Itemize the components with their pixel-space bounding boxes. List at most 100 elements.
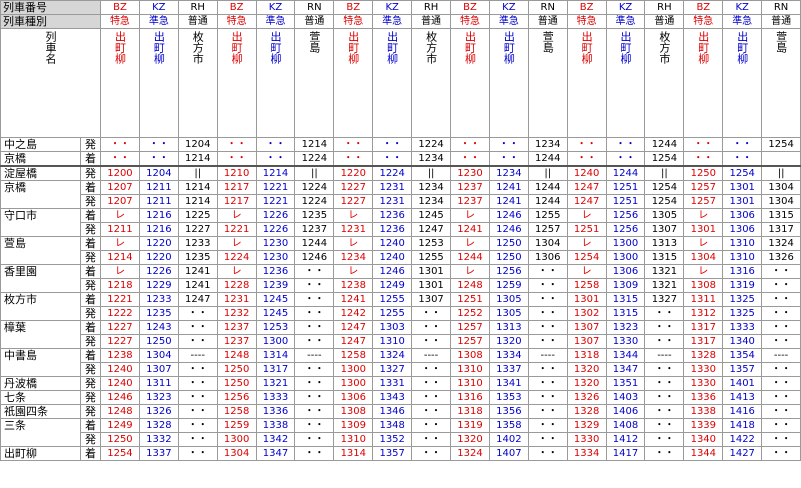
- time-cell: 1241: [488, 194, 529, 209]
- time-cell: 1250: [138, 334, 179, 349]
- time-cell: ・・: [216, 137, 257, 152]
- time-cell: 1323: [605, 320, 646, 335]
- time-cell: レ: [450, 264, 490, 279]
- time-cell: 1233: [138, 292, 179, 307]
- time-cell: 1214: [177, 194, 218, 209]
- time-cell: 1305: [488, 306, 529, 321]
- train-code: KZ: [372, 0, 413, 15]
- time-cell: 1314: [255, 348, 296, 363]
- destination: 萱島: [541, 31, 555, 53]
- time-cell: ・・: [761, 264, 801, 279]
- time-cell: レ: [333, 208, 374, 223]
- time-cell: 1253: [255, 320, 296, 335]
- arr-dep-mark: 着: [80, 320, 101, 335]
- time-cell: ・・: [527, 362, 568, 377]
- station-name: 中書島: [0, 348, 81, 377]
- station-row: 七条発 1246 1323 ・・ 1256 1333 ・・ 1306 1343 ・・ 1316 135…: [0, 390, 801, 405]
- time-cell: 1248: [216, 348, 257, 363]
- time-cell: 1315: [644, 250, 685, 265]
- train-code: RH: [644, 0, 685, 15]
- destination: 出町柳: [269, 31, 282, 64]
- train-type: 準急: [488, 14, 529, 29]
- time-cell: 1306: [605, 264, 646, 279]
- time-cell: 1259: [216, 418, 257, 433]
- time-cell: ・・: [138, 137, 179, 152]
- time-cell: ・・: [527, 278, 568, 293]
- time-cell: ・・: [450, 151, 490, 167]
- time-cell: ・・: [761, 376, 801, 391]
- time-cell: 1231: [333, 222, 374, 237]
- time-cell: 1313: [644, 236, 685, 251]
- time-cell: 1257: [450, 334, 490, 349]
- station-row: 淀屋橋発 1200 1204 || 1210 1214 || 1220 1224 || 1230 12…: [0, 165, 801, 181]
- time-cell: ・・: [411, 446, 452, 461]
- station-name: 枚方市: [0, 292, 81, 321]
- station-row: 三条着 1249 1328 ・・ 1259 1338 ・・ 1309 1348 ・・ 1319 135…: [0, 418, 801, 447]
- time-cell: 1224: [294, 180, 335, 195]
- time-cell: 1254: [722, 165, 763, 181]
- arr-dep-mark: 発: [80, 432, 101, 447]
- station-name: 出町柳: [0, 446, 81, 461]
- time-cell: 1225: [177, 208, 218, 223]
- time-cell: 1302: [566, 306, 607, 321]
- time-cell: 1336: [683, 390, 724, 405]
- time-cell: ・・: [177, 362, 218, 377]
- train-code: RN: [294, 0, 335, 15]
- time-cell: 1226: [255, 222, 296, 237]
- time-cell: 1306: [527, 250, 568, 265]
- time-cell: 1257: [683, 180, 724, 195]
- time-cell: 1326: [761, 250, 801, 265]
- time-cell: ||: [644, 165, 685, 181]
- time-cell: ・・: [761, 446, 801, 461]
- time-cell: 1247: [333, 334, 374, 349]
- train-code: BZ: [216, 0, 257, 15]
- time-cell: 1255: [411, 250, 452, 265]
- train-code: BZ: [100, 0, 140, 15]
- time-cell: ・・: [294, 320, 335, 335]
- time-cell: ・・: [294, 446, 335, 461]
- time-cell: 1332: [138, 432, 179, 447]
- station-row: 発 1218 1229 1241 1228 1239 ・・ 1238 1249 1301 1248 1…: [1, 278, 801, 293]
- time-cell: 1310: [372, 334, 413, 349]
- time-cell: ・・: [411, 390, 452, 405]
- time-cell: レ: [683, 208, 724, 223]
- time-cell: 1255: [372, 306, 413, 321]
- time-cell: ・・: [644, 446, 685, 461]
- time-cell: ・・: [761, 306, 801, 321]
- time-cell: 1354: [722, 348, 763, 363]
- time-cell: ・・: [527, 446, 568, 461]
- time-cell: 1406: [605, 404, 646, 419]
- time-cell: 1427: [722, 446, 763, 461]
- time-cell: 1352: [372, 432, 413, 447]
- time-cell: 1255: [527, 208, 568, 223]
- time-cell: 1226: [138, 264, 179, 279]
- header-label: 列車種別: [0, 14, 101, 29]
- time-cell: 1236: [372, 208, 413, 223]
- train-type: 準急: [372, 14, 413, 29]
- time-cell: 1327: [644, 292, 685, 307]
- time-cell: 1207: [100, 180, 140, 195]
- time-cell: 1240: [372, 250, 413, 265]
- train-code: BZ: [683, 0, 724, 15]
- time-cell: 1232: [216, 306, 257, 321]
- time-cell: 1220: [333, 165, 374, 181]
- time-cell: 1329: [566, 418, 607, 433]
- time-cell: ・・: [566, 151, 607, 167]
- time-cell: 1244: [644, 137, 685, 152]
- station-name: 萱島: [0, 236, 81, 265]
- time-cell: 1227: [100, 320, 140, 335]
- time-cell: 1304: [138, 348, 179, 363]
- time-cell: ・・: [527, 390, 568, 405]
- time-cell: 1330: [683, 376, 724, 391]
- station-row: 中之島発・・ ・・ 1204 ・・ ・・ 1214 ・・ ・・ 1224 ・・ ・・ 1234 ・・ ・・…: [0, 137, 801, 152]
- time-cell: ・・: [294, 418, 335, 433]
- time-cell: 1311: [138, 376, 179, 391]
- time-cell: ・・: [527, 432, 568, 447]
- time-cell: 1240: [100, 376, 140, 391]
- time-cell: ----: [177, 348, 218, 363]
- time-cell: 1301: [566, 292, 607, 307]
- time-cell: 1309: [333, 418, 374, 433]
- time-cell: ----: [294, 348, 335, 363]
- station-name: 京橋: [0, 151, 81, 167]
- time-cell: ・・: [177, 432, 218, 447]
